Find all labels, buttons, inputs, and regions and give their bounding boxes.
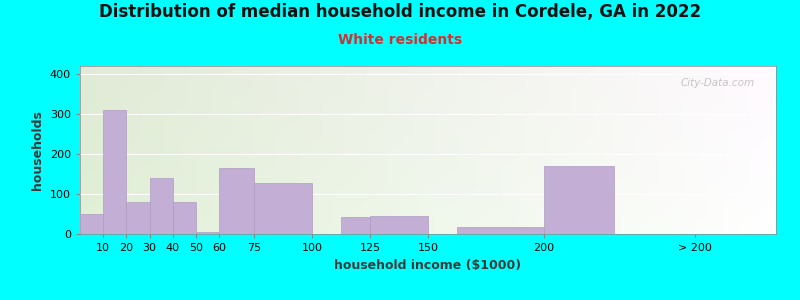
Bar	[457, 227, 544, 234]
Bar	[80, 214, 103, 234]
Bar	[173, 202, 196, 234]
Y-axis label: households: households	[31, 110, 44, 190]
Bar	[219, 168, 254, 234]
Bar	[370, 216, 428, 234]
Bar	[103, 110, 126, 234]
Bar	[126, 202, 150, 234]
Bar	[196, 232, 219, 234]
Text: White residents: White residents	[338, 33, 462, 47]
Text: City-Data.com: City-Data.com	[681, 78, 755, 88]
Bar	[341, 217, 370, 234]
X-axis label: household income ($1000): household income ($1000)	[334, 259, 522, 272]
Bar	[150, 178, 173, 234]
Bar	[254, 183, 312, 234]
Bar	[544, 166, 614, 234]
Text: Distribution of median household income in Cordele, GA in 2022: Distribution of median household income …	[99, 3, 701, 21]
